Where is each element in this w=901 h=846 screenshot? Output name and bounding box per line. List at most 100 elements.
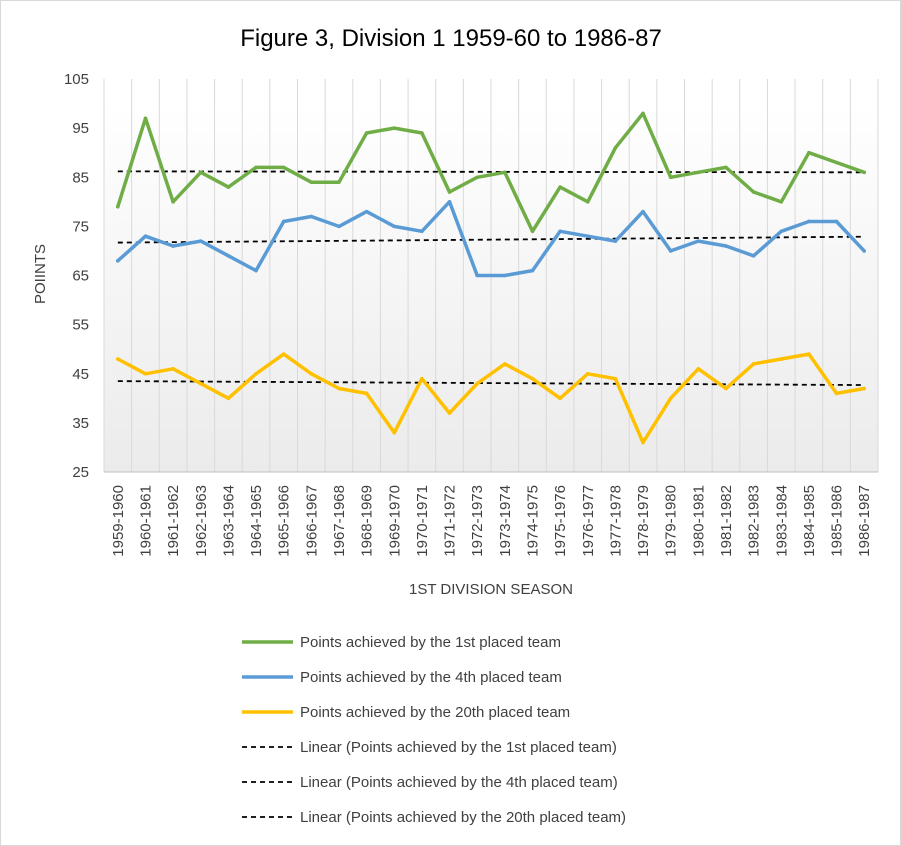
data-point	[779, 357, 784, 361]
data-point	[198, 170, 203, 175]
data-point	[226, 254, 231, 258]
data-point	[558, 396, 562, 401]
series-line	[116, 200, 866, 278]
data-point	[668, 396, 673, 401]
trendlines	[117, 170, 865, 386]
data-point	[475, 175, 479, 180]
data-point	[668, 175, 673, 180]
data-point	[309, 371, 314, 376]
legend-label: Points achieved by the 1st placed team	[300, 634, 561, 651]
data-point	[447, 200, 452, 204]
data-point	[226, 185, 231, 189]
data-point	[641, 209, 645, 214]
y-tick-label: 55	[72, 317, 89, 334]
x-tick-label: 1965-1966	[276, 485, 293, 557]
data-point	[862, 170, 866, 175]
data-point	[862, 249, 866, 253]
x-tick-label: 1970-1971	[414, 485, 431, 557]
data-point	[143, 116, 148, 121]
data-point	[834, 219, 839, 224]
data-point	[613, 239, 618, 243]
legend-label: Linear (Points achieved by the 20th plac…	[300, 809, 626, 826]
data-point	[779, 229, 784, 234]
data-point	[420, 229, 424, 234]
legend: Points achieved by the 1st placed team Po…	[242, 634, 626, 826]
data-point	[585, 200, 590, 204]
data-point	[198, 239, 203, 243]
data-point	[171, 200, 175, 204]
data-point	[613, 376, 618, 381]
trendline	[117, 170, 865, 174]
data-point	[337, 224, 341, 229]
x-tick-label: 1980-1981	[690, 485, 707, 557]
x-tick-label: 1975-1976	[552, 485, 569, 557]
data-point	[807, 352, 811, 356]
x-tick-label: 1985-1986	[829, 485, 846, 557]
x-tick-label: 1968-1969	[359, 485, 376, 557]
data-point	[281, 352, 286, 356]
data-point	[668, 249, 673, 253]
chart-title: Figure 3, Division 1 1959-60 to 1986-87	[240, 25, 662, 52]
data-point	[724, 165, 728, 170]
x-tick-label: 1976-1977	[580, 485, 597, 557]
data-point	[364, 131, 369, 135]
y-tick-label: 25	[72, 464, 89, 481]
data-point	[807, 150, 811, 155]
data-point	[558, 185, 562, 189]
trendline	[117, 380, 865, 386]
data-point	[254, 371, 258, 376]
data-point	[309, 180, 314, 184]
x-tick-label: 1983-1984	[773, 485, 790, 557]
legend-label: Points achieved by the 20th placed team	[300, 704, 570, 721]
x-tick-label: 1981-1982	[718, 485, 735, 557]
data-point	[834, 160, 839, 165]
x-tick-label: 1979-1980	[663, 485, 680, 557]
y-tick-label: 85	[72, 169, 89, 186]
y-tick-label: 105	[64, 71, 89, 88]
data-point	[420, 131, 424, 135]
data-point	[392, 224, 397, 229]
y-axis-ticks: 25 35 45 55 65 75 85 95 105	[64, 71, 89, 481]
data-point	[309, 214, 314, 219]
series-lines	[116, 111, 866, 445]
data-point	[447, 411, 452, 415]
data-point	[116, 204, 120, 209]
data-point	[503, 362, 507, 366]
data-point	[171, 244, 175, 248]
x-tick-label: 1961-1962	[165, 485, 182, 557]
data-point	[198, 381, 203, 386]
data-point	[503, 170, 507, 175]
data-point	[392, 430, 397, 435]
x-tick-label: 1977-1978	[607, 485, 624, 557]
data-point	[447, 190, 452, 194]
y-tick-label: 75	[72, 218, 89, 235]
y-tick-label: 35	[72, 415, 89, 432]
x-tick-label: 1964-1965	[248, 485, 265, 557]
x-tick-label: 1982-1983	[746, 485, 763, 557]
data-point	[696, 170, 701, 175]
data-point	[226, 396, 231, 401]
x-tick-label: 1966-1967	[303, 485, 320, 557]
trendline	[117, 235, 865, 244]
data-point	[254, 268, 258, 273]
x-tick-label: 1963-1964	[220, 485, 237, 557]
data-point	[281, 219, 286, 224]
y-tick-label: 45	[72, 366, 89, 383]
data-point	[641, 111, 645, 116]
data-point	[503, 273, 507, 278]
x-tick-label: 1959-1960	[110, 485, 127, 557]
data-point	[392, 126, 397, 130]
data-point	[696, 239, 701, 243]
data-point	[337, 386, 341, 391]
x-tick-label: 1960-1961	[137, 485, 154, 557]
data-point	[807, 219, 811, 224]
data-point	[530, 376, 535, 381]
x-axis-title: 1ST DIVISION SEASON	[409, 581, 573, 598]
data-point	[171, 367, 175, 371]
data-point	[724, 386, 728, 391]
data-point	[641, 440, 645, 445]
data-point	[530, 229, 535, 234]
data-point	[475, 381, 479, 386]
data-point	[116, 357, 120, 361]
